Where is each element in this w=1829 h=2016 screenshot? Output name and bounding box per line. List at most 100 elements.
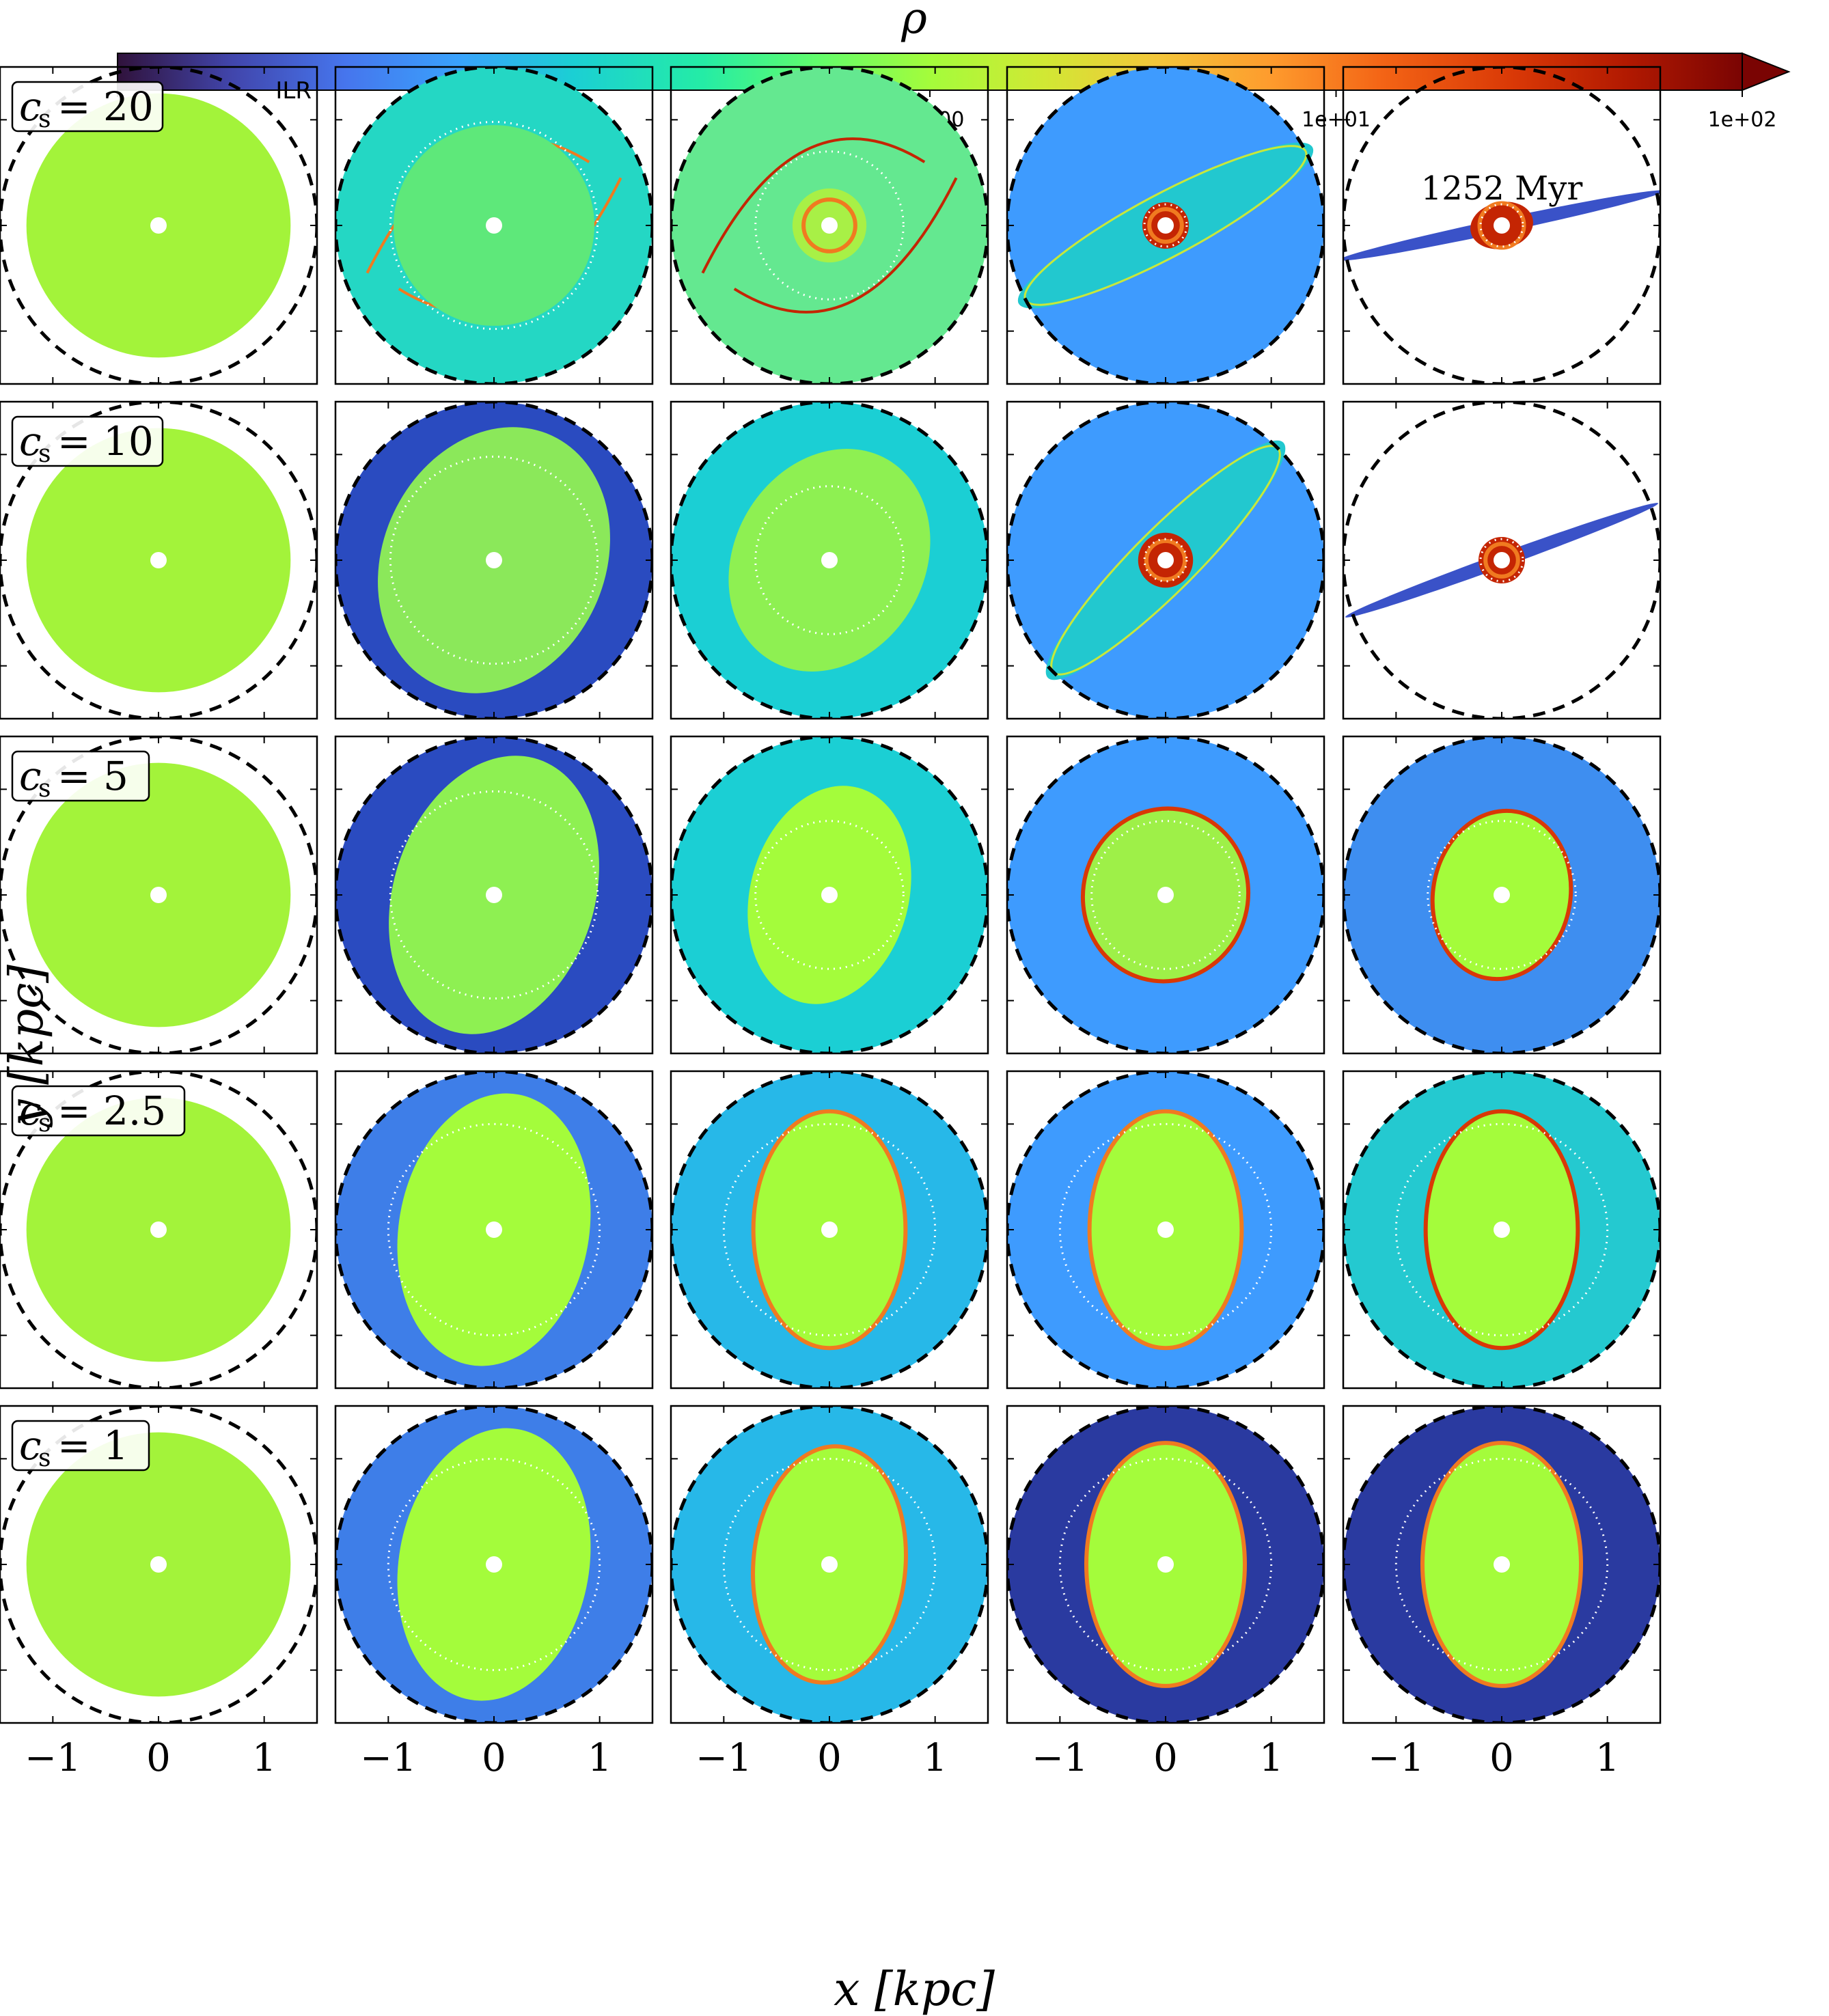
- central-hole: [1157, 887, 1174, 903]
- dotted-white-circle: [1479, 203, 1524, 248]
- cs-subscript: s: [38, 775, 51, 803]
- dotted-white-circle: [722, 1457, 937, 1672]
- core-ring: [1483, 542, 1520, 579]
- x-tick-label: −1: [1368, 1736, 1425, 1780]
- panel: −1 0 1: [334, 1405, 654, 1780]
- x-tick-label: 0: [1489, 1736, 1514, 1780]
- panel: −1 0 1: [1006, 1405, 1325, 1780]
- panel: [1342, 1070, 1662, 1390]
- panel: [1006, 1070, 1325, 1390]
- x-tick-label: 0: [817, 1736, 842, 1780]
- label-box: [11, 1420, 150, 1472]
- cs-symbol: c: [19, 1088, 41, 1134]
- dotted-white-circle: [1394, 1457, 1609, 1672]
- panel: [1342, 735, 1662, 1055]
- colorbar-gradient: [117, 53, 1743, 91]
- x-tick-label: 1: [1259, 1736, 1284, 1780]
- dotted-white-circle: [1427, 820, 1577, 970]
- x-axis-label: x [kpc]: [834, 1963, 995, 2016]
- colorbar-tick-label: 1e+02: [1708, 108, 1777, 132]
- dotted-white-circle: [387, 1122, 601, 1337]
- panel: [670, 735, 989, 1055]
- central-hole: [1494, 1221, 1510, 1238]
- panel: [670, 66, 989, 385]
- central-hole: [821, 887, 838, 903]
- panel: [670, 1070, 989, 1390]
- dotted-white-circle: [1143, 538, 1188, 583]
- colorbar-tick-label: 1e+01: [1302, 108, 1371, 132]
- cs-subscript: s: [38, 440, 51, 468]
- cs-symbol: c: [19, 753, 41, 799]
- central-hole: [150, 1221, 167, 1238]
- central-hole: [1157, 217, 1174, 234]
- cs-symbol: c: [19, 1422, 41, 1469]
- panel: [1006, 66, 1325, 385]
- central-hole: [486, 217, 502, 234]
- central-hole: [1157, 1556, 1174, 1573]
- cs-subscript: s: [38, 105, 51, 133]
- cs-value: = 1: [57, 1422, 128, 1469]
- dotted-white-circle: [389, 455, 599, 665]
- x-tick-label: −1: [696, 1736, 752, 1780]
- cs-subscript: s: [38, 1444, 51, 1472]
- panel: [334, 66, 654, 385]
- cs-value: = 2.5: [57, 1088, 166, 1134]
- central-hole: [1157, 552, 1174, 568]
- panel: 10−1cs= 5: [0, 735, 318, 1055]
- label-box: [11, 1085, 186, 1137]
- dotted-white-circle: [387, 1457, 601, 1672]
- panel: [1342, 66, 1662, 385]
- central-hole: [821, 1221, 838, 1238]
- x-tick-label: 0: [482, 1736, 506, 1780]
- colorbar-label: ρ: [900, 0, 927, 44]
- dotted-white-circle: [389, 790, 599, 1000]
- dotted-white-circle: [722, 1122, 937, 1337]
- central-hole: [1494, 1556, 1510, 1573]
- panel: [670, 400, 989, 720]
- panel: 10−1cs= 10: [0, 400, 318, 720]
- dotted-white-circle: [1143, 203, 1188, 248]
- x-tick-label: −1: [25, 1736, 81, 1780]
- panel: 10−1cs= 2.5: [0, 1070, 318, 1390]
- cs-value: = 10: [57, 418, 154, 465]
- dotted-white-circle: [754, 485, 905, 635]
- panel: 10−1cs= 1−101: [0, 1405, 318, 1780]
- central-hole: [821, 1556, 838, 1573]
- sound-speed-label: cs = 5: [11, 750, 150, 803]
- sound-speed-label: cs = 20: [11, 81, 164, 133]
- dotted-white-circle: [1394, 1122, 1609, 1337]
- x-tick-label: 1: [588, 1736, 612, 1780]
- sound-speed-label: cs = 1: [11, 1420, 150, 1472]
- dotted-white-circle: [1090, 820, 1241, 970]
- central-hole: [1494, 887, 1510, 903]
- dotted-white-circle: [389, 120, 599, 331]
- y-axis-label: y [kpc]: [0, 965, 54, 1128]
- x-tick-label: 0: [1153, 1736, 1178, 1780]
- dotted-white-circle: [754, 820, 905, 970]
- cs-value: = 5: [57, 753, 128, 799]
- central-hole: [150, 1556, 167, 1573]
- ilr-label: ILR: [275, 77, 312, 105]
- colorbar-extend-arrow: [1742, 52, 1791, 92]
- label-box: [11, 750, 150, 802]
- x-tick-label: 1: [1595, 1736, 1620, 1780]
- central-hole: [486, 1556, 502, 1573]
- core-ring: [801, 197, 857, 253]
- central-hole: [486, 552, 502, 568]
- central-hole: [150, 552, 167, 568]
- sound-speed-label: cs = 10: [11, 415, 164, 468]
- core-ring: [1477, 201, 1526, 250]
- dotted-white-circle: [754, 150, 905, 301]
- dotted-white-circle: [1058, 1122, 1273, 1337]
- x-tick-label: −1: [1032, 1736, 1088, 1780]
- core-ring: [1147, 207, 1184, 244]
- panel: [1006, 735, 1325, 1055]
- cs-subscript: s: [38, 1109, 51, 1137]
- panel: [1006, 400, 1325, 720]
- central-hole: [1494, 552, 1510, 568]
- central-hole: [821, 552, 838, 568]
- central-hole: [486, 1221, 502, 1238]
- panel: [334, 400, 654, 720]
